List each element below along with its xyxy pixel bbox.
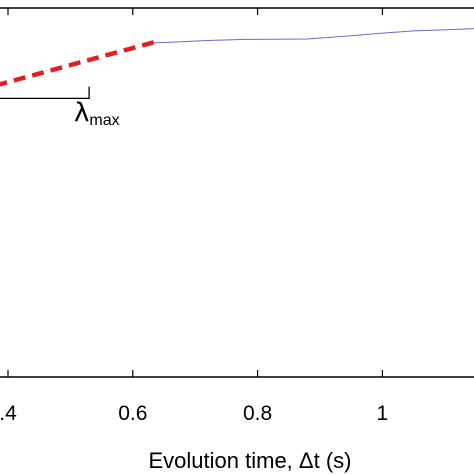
x-tick-label: 1	[377, 402, 389, 425]
x-tick-label: 0.8	[243, 402, 272, 425]
x-tick-label: .4	[0, 402, 17, 425]
x-tick-label: 0.6	[118, 402, 147, 425]
data-series	[0, 28, 474, 87]
series-line-1	[145, 28, 474, 44]
x-ticks: .40.60.811.21.4	[0, 8, 389, 425]
lambda-max-label: λmax	[74, 98, 120, 129]
x-axis-label: Evolution time, Δt (s)	[149, 448, 352, 473]
slope-bracket	[0, 86, 90, 100]
plot-axes	[0, 7, 474, 378]
series-line-2	[0, 39, 159, 87]
slope-annotation: λmax	[0, 86, 120, 129]
